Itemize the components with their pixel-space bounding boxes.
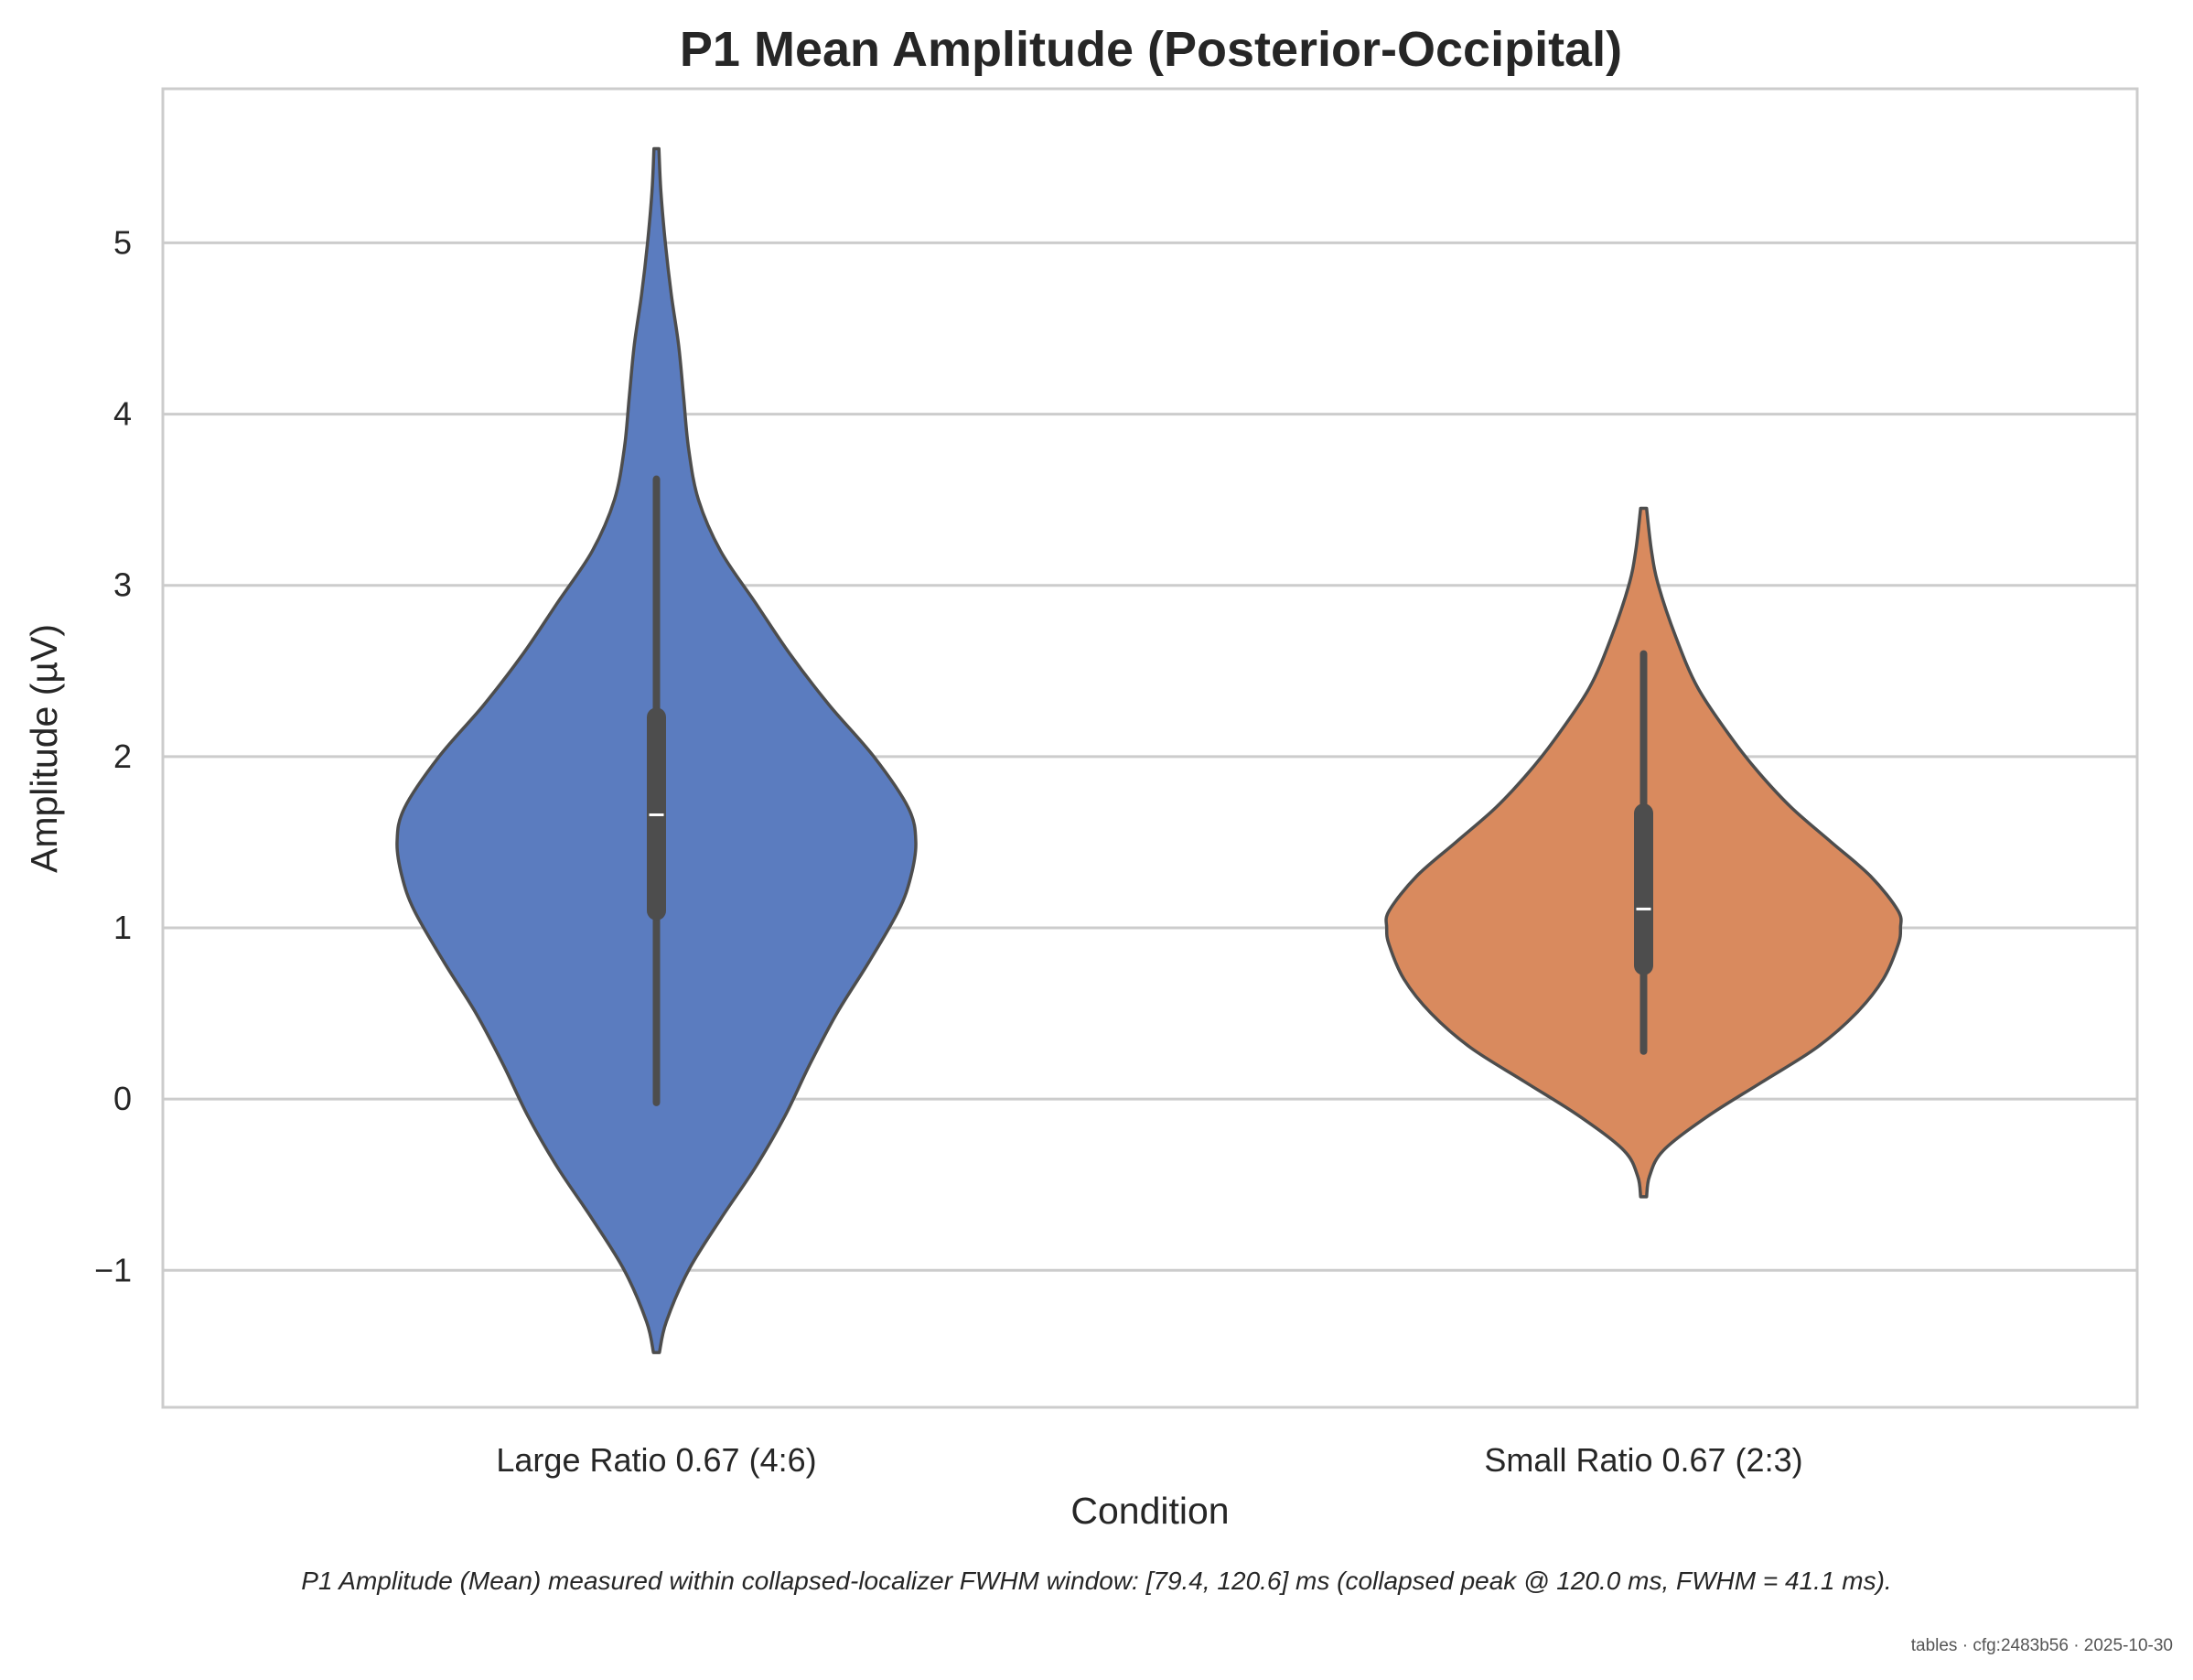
chart-title: P1 Mean Amplitude (Posterior-Occipital) (680, 22, 1622, 77)
y-tick-label: 1 (113, 909, 132, 946)
x-tick-label: Small Ratio 0.67 (2:3) (1484, 1441, 1802, 1479)
footer-meta: tables · cfg:2483b56 · 2025-10-30 (1910, 1636, 2173, 1655)
x-tick-labels: Large Ratio 0.67 (4:6) Small Ratio 0.67 (… (496, 1441, 1802, 1479)
y-tick-label: 0 (113, 1080, 132, 1117)
violins (395, 146, 1903, 1354)
y-tick-label: 4 (113, 395, 132, 433)
y-tick-labels: −1 0 1 2 3 4 5 (94, 223, 132, 1288)
y-axis-label: Amplitude (µV) (23, 624, 65, 873)
y-tick-label: −1 (94, 1251, 132, 1288)
plot-frame (161, 87, 2139, 1409)
y-tick-label: 5 (113, 223, 132, 261)
y-tick-label: 3 (113, 566, 132, 604)
y-tick-label: 2 (113, 738, 132, 775)
x-axis-label: Condition (1070, 1490, 1229, 1532)
x-tick-label: Large Ratio 0.67 (4:6) (496, 1441, 816, 1479)
chart-caption: P1 Amplitude (Mean) measured within coll… (301, 1567, 1892, 1595)
